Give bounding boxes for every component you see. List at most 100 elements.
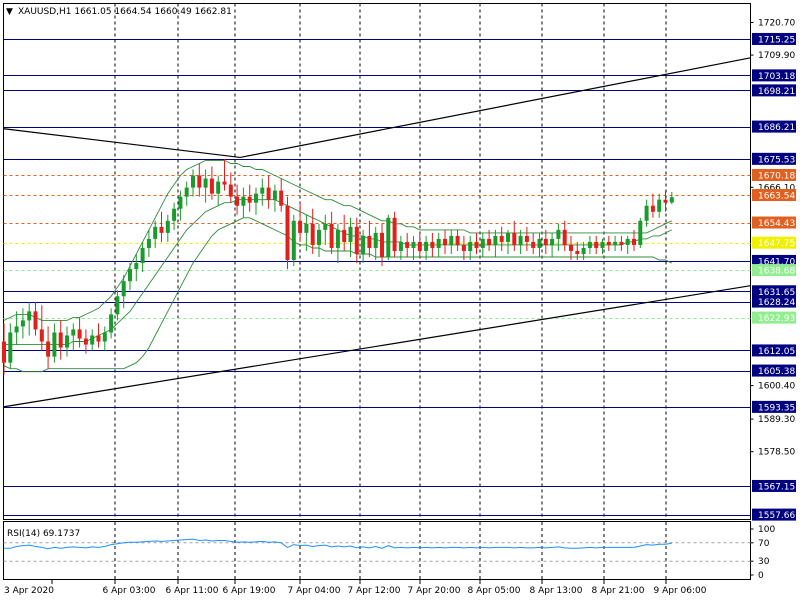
bull-candle (128, 263, 132, 291)
candle-body (115, 296, 120, 315)
candle-body (247, 196, 252, 203)
candle-body (335, 229, 340, 248)
time-tick-label: 6 Apr 11:00 (166, 586, 219, 596)
bull-candle (102, 326, 107, 351)
bull-candle (260, 178, 265, 206)
price-level-tag-label: 1557.66 (758, 511, 795, 521)
price-level-tag: 1567.15 (752, 479, 796, 492)
candle-body (2, 341, 6, 363)
bear-candle (499, 226, 504, 251)
candle-body (543, 238, 548, 245)
trendlines[interactable] (3, 57, 751, 408)
bear-candle (417, 232, 422, 258)
bear-candle (58, 320, 63, 360)
candle-body (625, 238, 630, 245)
candle-body (562, 229, 567, 245)
bear-candle (663, 190, 668, 212)
candle-body (613, 241, 618, 245)
candle-body (304, 223, 309, 233)
time-tick-label: 3 Apr 2020 (4, 586, 54, 596)
bear-candle (222, 158, 227, 191)
candle-body (241, 196, 246, 206)
price-level-tag-label: 1703.18 (758, 72, 795, 82)
bear-candle (531, 232, 536, 255)
bollinger-upper-band (3, 159, 672, 321)
collapse-icon[interactable]: ▼ (6, 7, 13, 17)
bull-candle (304, 214, 309, 251)
time-tick-label: 8 Apr 05:00 (468, 586, 521, 596)
candle-body (65, 335, 69, 348)
candle-body (600, 241, 605, 248)
candle-body (348, 226, 353, 242)
price-level-tag-label: 1631.65 (758, 288, 795, 298)
bear-candle (33, 302, 38, 336)
candle-body (71, 329, 76, 336)
bear-candle (228, 172, 233, 203)
time-tick-label: 6 Apr 19:00 (223, 586, 276, 596)
candle-body (499, 235, 504, 242)
price-level-tag-label: 1654.43 (758, 219, 795, 229)
candle-body (146, 238, 151, 248)
bull-candle (216, 175, 221, 206)
bull-candle (65, 326, 69, 357)
bull-candle (386, 214, 391, 261)
bull-candle (52, 323, 57, 363)
bear-candle (235, 184, 240, 215)
bear-candle (46, 326, 51, 369)
candle-body (493, 235, 498, 245)
price-level-tag: 1654.43 (752, 216, 796, 229)
bull-candle (480, 232, 485, 258)
price-level-tag-bg (752, 216, 796, 229)
price-level-tag-label: 1641.70 (758, 257, 795, 267)
price-level-tag: 1593.35 (752, 400, 796, 413)
bear-candle (575, 241, 580, 261)
bear-candle (562, 220, 567, 251)
time-tick-label: 8 Apr 13:00 (530, 586, 583, 596)
price-level-tag: 1631.65 (752, 285, 796, 298)
candle-body (27, 311, 32, 321)
bear-candle (266, 175, 271, 209)
bear-candle (474, 232, 479, 255)
candle-body (619, 241, 624, 245)
bear-candle (443, 229, 447, 255)
candle-body (474, 241, 479, 248)
candle-body (367, 235, 372, 248)
candle-body (254, 193, 258, 203)
price-level-tag-bg (752, 254, 796, 267)
bull-candle (625, 235, 630, 255)
bull-candle (71, 323, 76, 351)
candlesticks (2, 158, 674, 375)
price-level-tag: 1557.66 (752, 508, 796, 521)
bull-candle (317, 223, 321, 258)
bull-candle (14, 311, 19, 345)
bull-candle (203, 169, 208, 203)
price-level-tag-bg (752, 479, 796, 492)
price-level-lines[interactable] (3, 39, 751, 516)
price-level-tag-bg (752, 400, 796, 413)
bear-candle (354, 217, 359, 264)
price-level-tag-label: 1675.53 (758, 155, 795, 165)
bear-candle (298, 202, 303, 242)
price-level-tag-bg (752, 508, 796, 521)
time-tick-label: 8 Apr 21:00 (592, 586, 645, 596)
candle-body (468, 241, 473, 251)
candle-body (398, 241, 403, 251)
price-tick-label: 1589.30 (758, 415, 795, 425)
candle-body (102, 332, 107, 342)
candle-body (386, 217, 391, 258)
price-level-tag-bg (752, 189, 796, 202)
rsi-tick-label: 0 (758, 571, 764, 581)
trendline (3, 128, 241, 159)
price-level-tag-bg (752, 120, 796, 133)
candle-body (203, 178, 208, 188)
candle-body (354, 226, 359, 255)
bear-candle (310, 208, 315, 255)
bull-candle (184, 181, 189, 206)
bull-candle (140, 241, 145, 273)
candle-body (128, 269, 132, 282)
bear-candle (455, 229, 460, 251)
price-level-tag: 1703.18 (752, 69, 796, 82)
candle-body (96, 335, 101, 342)
candle-body (392, 217, 397, 251)
bull-candle (493, 229, 498, 258)
